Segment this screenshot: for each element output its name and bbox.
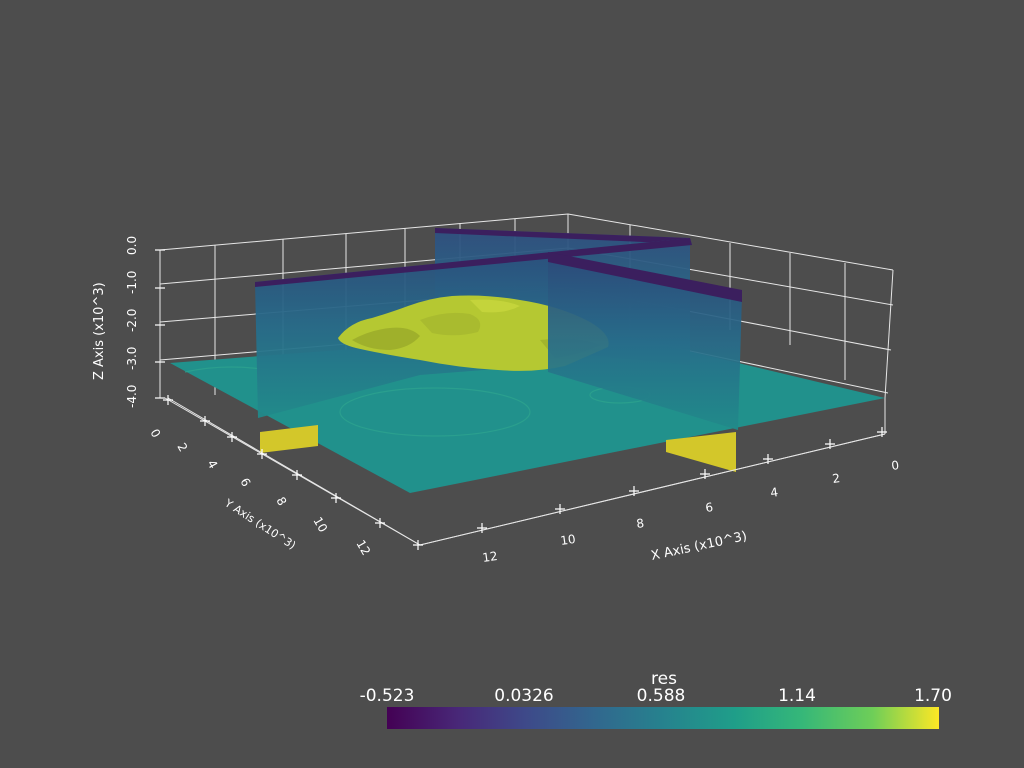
x-tick-label: 2 [831, 471, 841, 486]
colorbar-tick-label: -0.523 [360, 686, 415, 706]
vertical-slice-right-top [548, 252, 742, 302]
x-axis-title: X Axis (x10^3) [650, 529, 749, 564]
z-tick-label: -3.0 [125, 347, 139, 370]
vertical-slice-back-top [435, 228, 690, 244]
x-tick-label: 10 [559, 532, 576, 548]
colorbar-gradient [387, 707, 939, 729]
vertical-slice-right [548, 258, 742, 430]
z-axis-title: Z Axis (x10^3) [92, 282, 107, 380]
z-tick-label: 0.0 [125, 236, 139, 255]
z-tick-label: -4.0 [125, 385, 139, 408]
vertical-slice-front-top [255, 238, 692, 287]
z-tick-marks [155, 249, 165, 399]
y-tick-label: 2 [174, 441, 190, 455]
colorbar-tick-label: 0.0326 [494, 686, 553, 706]
colorbar-tick-label: 1.14 [778, 686, 816, 706]
y-tick-label: 4 [204, 458, 220, 472]
x-tick-label: 6 [704, 500, 714, 515]
y-tick-label: 8 [273, 495, 289, 509]
y-axis-title: Y Axis (x10^3) [222, 496, 299, 552]
colorbar-tick-label: 0.588 [637, 686, 686, 706]
x-tick-label: 8 [635, 516, 645, 531]
x-tick-label: 12 [481, 549, 498, 565]
y-tick-label: 6 [237, 476, 253, 490]
x-tick-label: 0 [890, 458, 900, 473]
y-tick-label: 0 [147, 427, 163, 441]
z-tick-label: -1.0 [125, 271, 139, 294]
x-tick-labels: 0 2 4 6 8 10 12 [481, 458, 900, 565]
y-tick-label: 12 [353, 538, 373, 558]
y-tick-marks [163, 395, 423, 550]
bottom-strip-right [666, 432, 736, 472]
z-tick-label: -2.0 [125, 309, 139, 332]
y-tick-label: 10 [310, 515, 330, 535]
colorbar-title: res [651, 669, 677, 689]
colorbar: res -0.523 0.0326 0.588 1.14 1.70 [360, 669, 952, 729]
x-tick-label: 4 [769, 485, 779, 500]
colorbar-tick-label: 1.70 [914, 686, 952, 706]
bottom-strip-left [260, 425, 318, 453]
x-tick-marks [477, 427, 887, 533]
z-tick-labels: 0.0 -1.0 -2.0 -3.0 -4.0 [125, 236, 139, 408]
